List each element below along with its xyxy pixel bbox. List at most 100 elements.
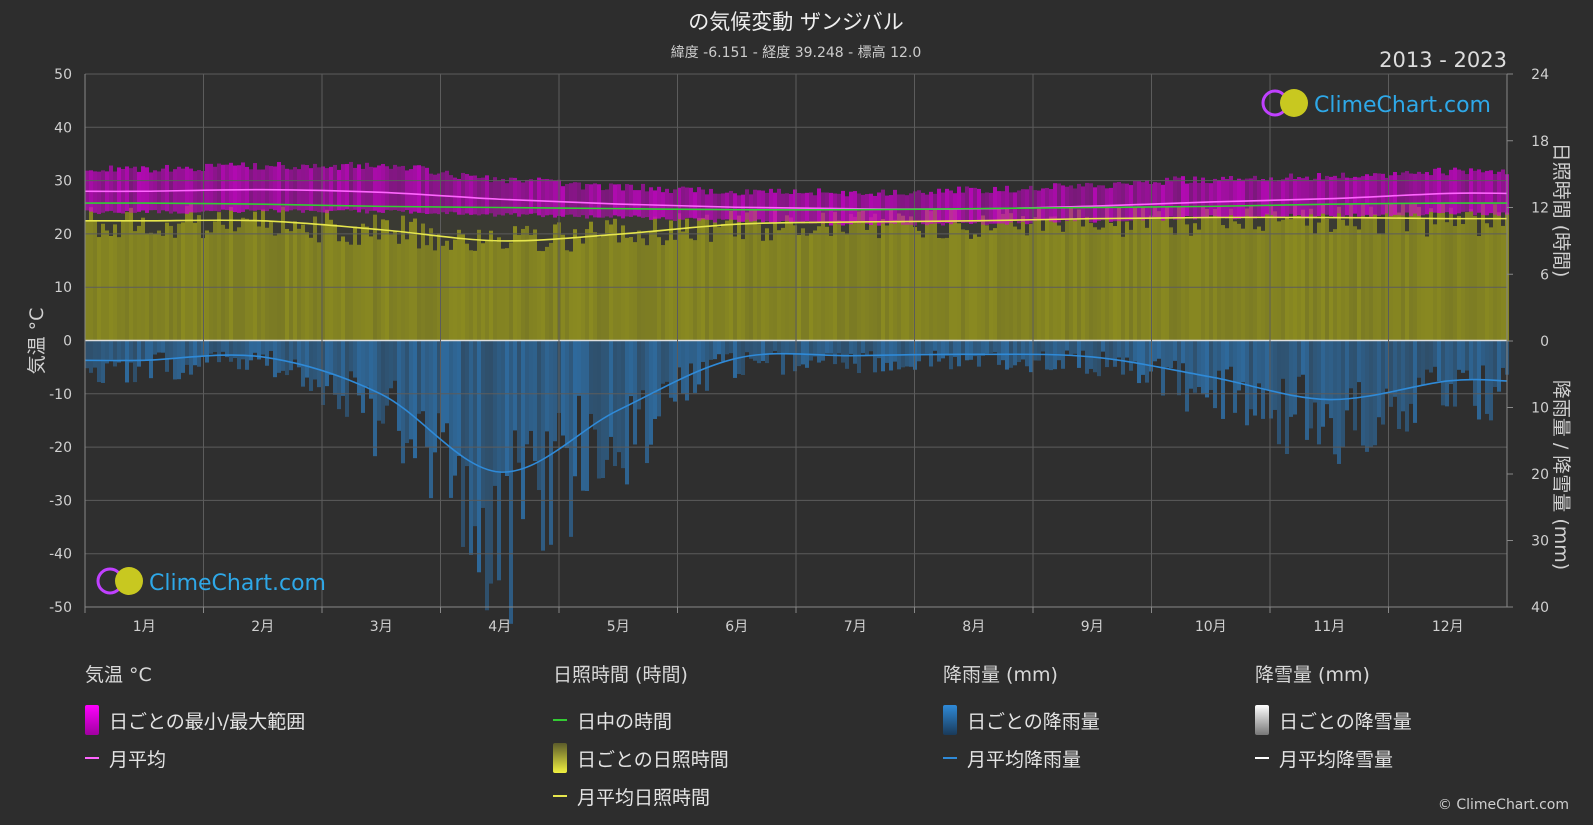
daily-temp-range-bar xyxy=(205,163,209,211)
x-tick-label: 12月 xyxy=(1432,619,1464,635)
x-tick-label: 3月 xyxy=(370,619,393,635)
daily-sunshine-bar xyxy=(97,237,101,341)
daily-sunshine-bar xyxy=(1361,203,1365,341)
daily-temp-range-bar xyxy=(1013,192,1017,221)
daily-temp-range-bar xyxy=(1257,180,1261,217)
daily-rain-bar xyxy=(949,341,953,370)
y-tick-label: 40 xyxy=(54,120,72,136)
daily-sunshine-bar xyxy=(1069,207,1073,341)
daily-sunshine-bar xyxy=(137,225,141,341)
daily-sunshine-bar xyxy=(473,250,477,341)
daily-sunshine-bar xyxy=(581,243,585,341)
y-tick-label: 50 xyxy=(54,67,72,83)
legend-label: 月平均降雨量 xyxy=(967,748,1082,771)
daily-sunshine-bar xyxy=(301,224,305,341)
daily-temp-range-bar xyxy=(1213,178,1217,217)
daily-sunshine-bar xyxy=(501,248,505,341)
daily-temp-range-bar xyxy=(725,192,729,220)
daily-sunshine-bar xyxy=(1025,235,1029,341)
daily-temp-range-bar xyxy=(1337,178,1341,214)
daily-sunshine-bar xyxy=(1173,234,1177,341)
daily-temp-range-bar xyxy=(365,162,369,214)
daily-rain-bar xyxy=(285,341,289,376)
daily-sunshine-bar xyxy=(1185,224,1189,341)
x-tick-label: 7月 xyxy=(844,619,867,635)
daily-sunshine-bar xyxy=(273,235,277,341)
daily-temp-range-bar xyxy=(197,170,201,213)
daily-rain-bar xyxy=(505,341,509,477)
rain-swatch-icon xyxy=(943,705,957,735)
daily-sunshine-bar xyxy=(945,237,949,341)
daily-rain-bar xyxy=(305,341,309,378)
daily-temp-range-bar xyxy=(677,187,681,220)
daily-rain-bar xyxy=(121,341,125,361)
daily-rain-bar xyxy=(1101,341,1105,352)
daily-rain-bar xyxy=(681,341,685,394)
daily-sunshine-bar xyxy=(1117,207,1121,341)
daily-rain-bar xyxy=(1361,341,1365,446)
daily-rain-bar xyxy=(641,341,645,391)
daily-rain-bar xyxy=(481,341,485,508)
daily-sunshine-bar xyxy=(965,230,969,341)
daily-temp-range-bar xyxy=(593,183,597,218)
daily-rain-bar xyxy=(757,341,761,364)
daily-rain-bar xyxy=(429,341,433,499)
daily-temp-range-bar xyxy=(253,163,257,211)
daily-sunshine-bar xyxy=(1045,219,1049,341)
daily-sunshine-bar xyxy=(877,238,881,341)
daily-rain-bar xyxy=(1121,341,1125,375)
legend-label: 日ごとの最小/最大範囲 xyxy=(109,710,306,733)
daily-temp-range-bar xyxy=(1381,173,1385,215)
daily-temp-range-bar xyxy=(521,182,525,215)
daily-sunshine-bar xyxy=(977,236,981,341)
daily-temp-range-bar xyxy=(969,187,973,224)
daily-sunshine-bar xyxy=(1165,206,1169,341)
daily-sunshine-bar xyxy=(345,241,349,341)
daily-rain-bar xyxy=(1429,341,1433,373)
daily-sunshine-bar xyxy=(1473,215,1477,341)
daily-rain-bar xyxy=(405,341,409,444)
daily-rain-bar xyxy=(1237,341,1241,391)
daily-sunshine-bar xyxy=(733,236,737,341)
daily-rain-bar xyxy=(449,341,453,498)
daily-temp-range-bar xyxy=(409,169,413,214)
daily-rain-bar xyxy=(233,341,237,359)
daily-temp-range-bar xyxy=(369,166,373,211)
daily-sunshine-bar xyxy=(1489,227,1493,341)
daily-temp-range-bar xyxy=(937,188,941,224)
daily-rain-bar xyxy=(1309,341,1313,429)
legend-heading: 日照時間 (時間) xyxy=(553,664,688,686)
daily-sunshine-bar xyxy=(649,231,653,341)
daily-rain-bar xyxy=(417,341,421,414)
daily-sunshine-bar xyxy=(489,230,493,341)
daily-sunshine-bar xyxy=(857,211,861,341)
daily-sunshine-bar xyxy=(669,220,673,341)
daily-rain-bar xyxy=(169,341,173,358)
daily-temp-range-bar xyxy=(1069,185,1073,220)
daily-rain-bar xyxy=(629,341,633,397)
daily-rain-bar xyxy=(1253,341,1257,416)
daily-temp-range-bar xyxy=(397,166,401,211)
daily-sunshine-bar xyxy=(425,245,429,341)
logo-text: ClimeChart.com xyxy=(149,571,326,596)
daily-rain-bar xyxy=(885,341,889,363)
daily-rain-bar xyxy=(753,341,757,361)
daily-rain-bar xyxy=(609,341,613,437)
daily-sunshine-bar xyxy=(349,244,353,341)
daily-rain-bar xyxy=(213,341,217,353)
daily-rain-bar xyxy=(1213,341,1217,409)
daily-sunshine-bar xyxy=(1409,204,1413,341)
daily-temp-range-bar xyxy=(625,184,629,217)
daily-rain-bar xyxy=(857,341,861,374)
daily-temp-range-bar xyxy=(389,168,393,211)
daily-sunshine-bar xyxy=(1109,222,1113,341)
daily-temp-range-bar xyxy=(629,184,633,217)
series-line xyxy=(84,352,1508,473)
daily-temp-range-bar xyxy=(681,186,685,220)
daily-rain-bar xyxy=(1049,341,1053,371)
daily-temp-range-bar xyxy=(1289,173,1293,214)
daily-sunshine-bar xyxy=(129,207,133,341)
daily-sunshine-bar xyxy=(1085,216,1089,341)
daily-temp-range-bar xyxy=(1253,175,1257,219)
daily-temp-range-bar xyxy=(945,188,949,224)
